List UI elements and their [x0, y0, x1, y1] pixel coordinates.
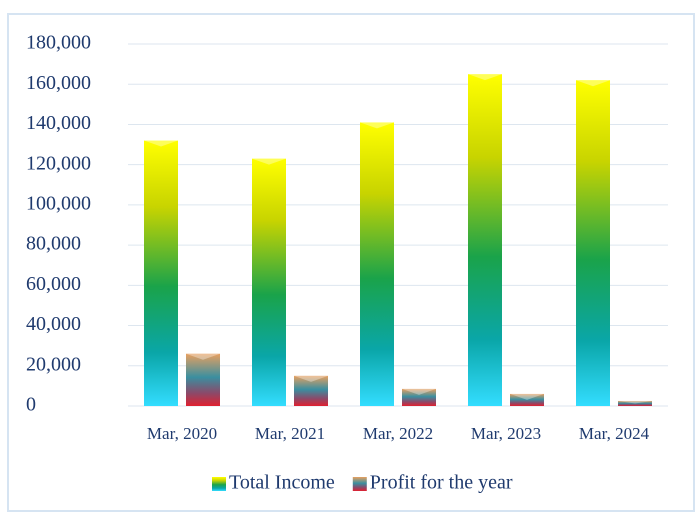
bar-bevel — [618, 400, 652, 404]
bar-bevel — [252, 158, 286, 165]
bar-bevel — [576, 80, 610, 87]
legend-swatch — [212, 477, 226, 491]
x-tick-label: Mar, 2021 — [255, 424, 325, 443]
y-tick-label: 120,000 — [26, 152, 91, 174]
y-tick-label: 160,000 — [26, 72, 91, 94]
legend-swatch — [352, 477, 367, 491]
bar — [510, 393, 544, 406]
bar — [618, 400, 652, 406]
bar — [252, 158, 286, 406]
bar — [144, 140, 178, 407]
bar-bevel — [402, 388, 436, 395]
bar — [468, 74, 502, 407]
y-tick-label: 180,000 — [26, 32, 91, 54]
bar-bevel — [510, 393, 544, 400]
x-tick-label: Mar, 2022 — [363, 424, 433, 443]
y-tick-label: 60,000 — [26, 273, 81, 295]
x-tick-label: Mar, 2024 — [579, 424, 650, 443]
bar — [402, 388, 436, 406]
bar-bevel — [186, 353, 220, 360]
bar-bevel — [360, 122, 394, 129]
y-tick-label: 140,000 — [26, 112, 91, 134]
y-tick-label: 80,000 — [26, 233, 81, 255]
y-tick-label: 0 — [26, 394, 36, 416]
bar — [576, 80, 610, 406]
bar-bevel — [144, 140, 178, 147]
y-tick-label: 40,000 — [26, 313, 81, 335]
y-tick-label: 100,000 — [26, 192, 91, 214]
y-tick-label: 20,000 — [26, 353, 81, 375]
bar-bevel — [468, 74, 502, 81]
bar — [360, 122, 394, 406]
bar — [186, 353, 220, 406]
bar — [294, 375, 328, 406]
x-tick-label: Mar, 2020 — [147, 424, 217, 443]
bar-bevel — [294, 375, 328, 382]
legend-label: Profit for the year — [370, 472, 513, 494]
x-tick-label: Mar, 2023 — [471, 424, 541, 443]
legend-label: Total Income — [229, 472, 335, 494]
